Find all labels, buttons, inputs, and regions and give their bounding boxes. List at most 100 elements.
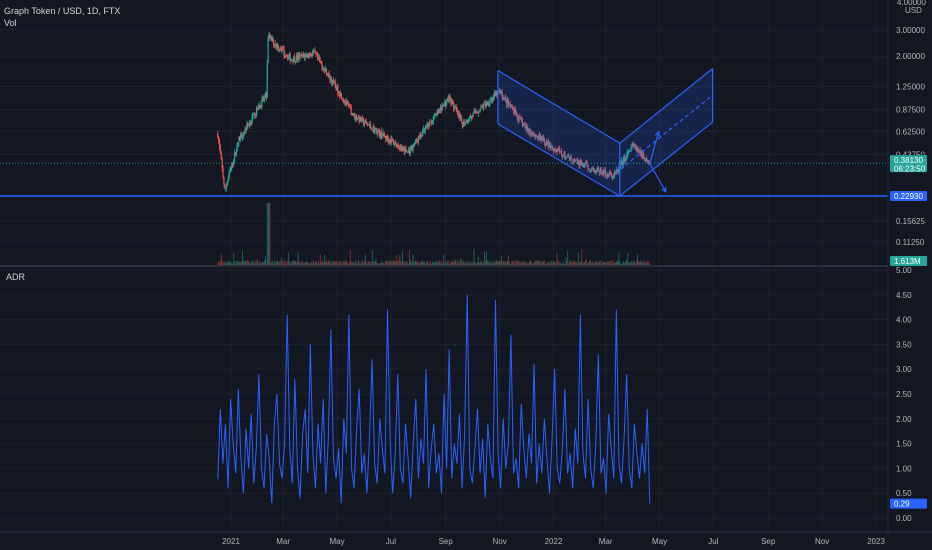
volume-bar: [342, 261, 344, 265]
price-tick-label: 0.62500: [896, 127, 925, 136]
candle-body: [503, 97, 505, 100]
candle-body: [641, 151, 643, 158]
volume-bar: [442, 262, 444, 265]
candle-body: [447, 98, 449, 101]
volume-bar: [525, 262, 527, 265]
volume-bar: [551, 261, 553, 265]
volume-bar: [337, 262, 339, 265]
candle-body: [521, 121, 524, 127]
volume-bar: [477, 256, 479, 265]
candle-body: [461, 122, 464, 128]
candle-body: [564, 152, 566, 160]
candle-body: [291, 60, 293, 61]
volume-bar: [431, 263, 433, 265]
candle-body: [643, 153, 645, 159]
candle-body: [306, 54, 308, 57]
volume-bar: [318, 263, 320, 265]
volume-bar: [543, 261, 545, 265]
volume-bar: [236, 260, 238, 265]
candle-body: [301, 54, 303, 57]
volume-bar: [603, 262, 605, 265]
currency-label: USD: [905, 6, 922, 15]
volume-bar: [320, 262, 322, 265]
candle-body: [582, 165, 585, 168]
candle-body: [549, 142, 551, 149]
volume-bar: [268, 203, 270, 265]
adr-tick-label: 2.00: [896, 415, 912, 424]
candle-body: [427, 123, 429, 126]
volume-bar: [272, 263, 274, 265]
candle-body: [436, 112, 438, 114]
candle-body: [585, 162, 587, 164]
candle-body: [278, 49, 281, 51]
candle-body: [525, 126, 527, 128]
volume-bar: [378, 263, 380, 265]
candle-body: [347, 103, 350, 106]
candle-body: [574, 159, 577, 161]
last-price-tag: 06:23:50: [894, 165, 926, 174]
volume-bar: [356, 263, 358, 265]
volume-bar: [381, 260, 383, 265]
volume-bar: [219, 263, 221, 265]
candle-body: [588, 168, 590, 170]
volume-bar: [554, 262, 556, 265]
volume-bar: [649, 263, 651, 265]
volume-bar: [579, 261, 581, 265]
candle-body: [544, 141, 546, 144]
candle-body: [218, 140, 221, 147]
channel-up-top: [619, 68, 713, 144]
adr-line: [217, 294, 651, 504]
volume-bar: [623, 262, 625, 265]
volume-bar: [416, 261, 418, 265]
volume-bar: [257, 258, 259, 265]
candle-body: [413, 144, 415, 147]
volume-bar: [319, 254, 321, 265]
volume-bar: [539, 261, 541, 265]
volume-bar: [240, 262, 242, 265]
candle-body: [401, 147, 404, 152]
volume-bar: [528, 263, 530, 265]
volume-bar: [357, 260, 359, 265]
candle-body: [593, 168, 595, 171]
candle-body: [355, 115, 358, 120]
volume-bar: [561, 263, 563, 265]
volume-bar: [280, 257, 282, 265]
volume-bar: [640, 260, 642, 265]
volume-bar: [628, 262, 630, 265]
time-tick-label: Jul: [386, 537, 396, 546]
candle-body: [438, 109, 440, 113]
candle-body: [633, 143, 635, 146]
candle-body: [280, 48, 282, 51]
volume-bar: [438, 261, 440, 265]
candle-body: [559, 149, 561, 152]
volume-bar: [250, 262, 252, 265]
volume-bar: [245, 260, 247, 265]
candle-body: [519, 116, 521, 118]
volume-bar: [536, 260, 538, 265]
volume-bar: [457, 263, 459, 265]
adr-tick-label: 2.50: [896, 390, 912, 399]
volume-bar: [368, 260, 370, 265]
candle-body: [545, 142, 548, 146]
candle-body: [223, 177, 225, 184]
candle-body: [562, 156, 564, 157]
volume-bar: [247, 260, 249, 265]
volume-bar: [330, 260, 332, 265]
candle-body: [365, 120, 367, 123]
volume-bar: [376, 262, 378, 265]
volume-bar: [347, 262, 349, 265]
volume-bar: [625, 260, 627, 265]
volume-bar: [323, 261, 325, 265]
volume-bar: [531, 263, 533, 265]
candle-body: [296, 55, 298, 60]
candle-body: [488, 104, 490, 106]
candle-body: [578, 162, 580, 166]
volume-bar: [431, 261, 433, 265]
volume-bar: [322, 262, 324, 265]
candle-body: [245, 128, 247, 130]
candle-body: [648, 162, 650, 164]
candle-body: [349, 106, 351, 108]
volume-bar: [638, 261, 640, 265]
candle-body: [486, 101, 488, 105]
